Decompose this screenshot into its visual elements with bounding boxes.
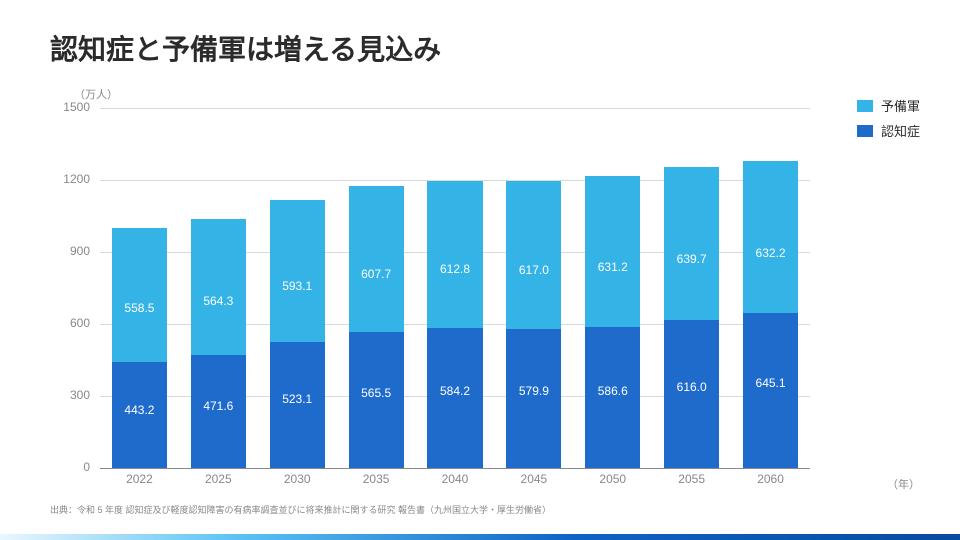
y-tick-label: 1200	[10, 172, 90, 186]
x-tick-label: 2045	[494, 472, 573, 486]
bar-segment-yobigun: 558.5	[112, 228, 167, 362]
x-tick-label: 2025	[179, 472, 258, 486]
bar-segment-yobigun: 617.0	[506, 181, 561, 329]
bar-value-label: 564.3	[191, 294, 246, 308]
legend-swatch-yobigun	[857, 100, 873, 112]
x-tick-label: 2050	[573, 472, 652, 486]
bar-segment-ninchisho: 645.1	[743, 313, 798, 468]
y-tick-label: 600	[10, 316, 90, 330]
source-note: 出典：令和 5 年度 認知症及び軽度認知障害の有病率調査並びに将来推計に関する研…	[50, 503, 551, 516]
bar-segment-ninchisho: 579.9	[506, 329, 561, 468]
x-tick-label: 2022	[100, 472, 179, 486]
legend-label: 予備軍	[881, 96, 920, 115]
bar-segment-yobigun: 612.8	[427, 181, 482, 328]
bar-value-label: 616.0	[664, 380, 719, 394]
y-tick-label: 0	[10, 460, 90, 474]
bar-value-label: 586.6	[585, 384, 640, 398]
legend-label: 認知症	[881, 121, 920, 140]
bar-segment-ninchisho: 443.2	[112, 362, 167, 468]
legend-item-ninchisho: 認知症	[857, 121, 920, 140]
legend-item-yobigun: 予備軍	[857, 96, 920, 115]
x-tick-label: 2055	[652, 472, 731, 486]
footer-gradient	[0, 534, 960, 540]
bar-segment-ninchisho: 586.6	[585, 327, 640, 468]
bar-value-label: 584.2	[427, 384, 482, 398]
bar-value-label: 632.2	[743, 246, 798, 260]
x-tick-label: 2040	[416, 472, 495, 486]
bar-segment-ninchisho: 616.0	[664, 320, 719, 468]
y-tick-label: 1500	[10, 100, 90, 114]
x-axis-labels: 202220252030203520402045205020552060	[100, 472, 810, 492]
bar-segment-yobigun: 593.1	[270, 200, 325, 342]
bar-value-label: 639.7	[664, 252, 719, 266]
legend: 予備軍 認知症	[857, 96, 920, 146]
bar-segment-ninchisho: 584.2	[427, 328, 482, 468]
bar-value-label: 612.8	[427, 262, 482, 276]
bar-segment-ninchisho: 471.6	[191, 355, 246, 468]
bar-value-label: 645.1	[743, 376, 798, 390]
x-axis-unit: （年）	[887, 476, 920, 492]
x-tick-label: 2060	[731, 472, 810, 486]
bar-segment-yobigun: 564.3	[191, 219, 246, 354]
page-title: 認知症と予備軍は増える見込み	[50, 28, 441, 68]
bar-segment-ninchisho: 523.1	[270, 342, 325, 468]
chart-plot-area: 443.2 558.5 471.6 564.3 523.1 593.1 565.5 607.7…	[100, 108, 810, 468]
bar-segment-yobigun: 639.7	[664, 167, 719, 321]
bar-segment-yobigun: 632.2	[743, 161, 798, 313]
grid-line	[100, 468, 810, 469]
legend-swatch-ninchisho	[857, 125, 873, 137]
bar-value-label: 617.0	[506, 263, 561, 277]
bar-value-label: 565.5	[349, 386, 404, 400]
bar-value-label: 579.9	[506, 384, 561, 398]
y-tick-label: 900	[10, 244, 90, 258]
bar-value-label: 443.2	[112, 403, 167, 417]
x-tick-label: 2030	[258, 472, 337, 486]
bar-value-label: 593.1	[270, 279, 325, 293]
bar-value-label: 558.5	[112, 301, 167, 315]
bar-value-label: 631.2	[585, 260, 640, 274]
bar-segment-yobigun: 607.7	[349, 186, 404, 332]
y-tick-label: 300	[10, 388, 90, 402]
bar-value-label: 523.1	[270, 392, 325, 406]
bar-value-label: 471.6	[191, 399, 246, 413]
bar-segment-ninchisho: 565.5	[349, 332, 404, 468]
x-tick-label: 2035	[337, 472, 416, 486]
bar-value-label: 607.7	[349, 267, 404, 281]
bar-segment-yobigun: 631.2	[585, 176, 640, 327]
